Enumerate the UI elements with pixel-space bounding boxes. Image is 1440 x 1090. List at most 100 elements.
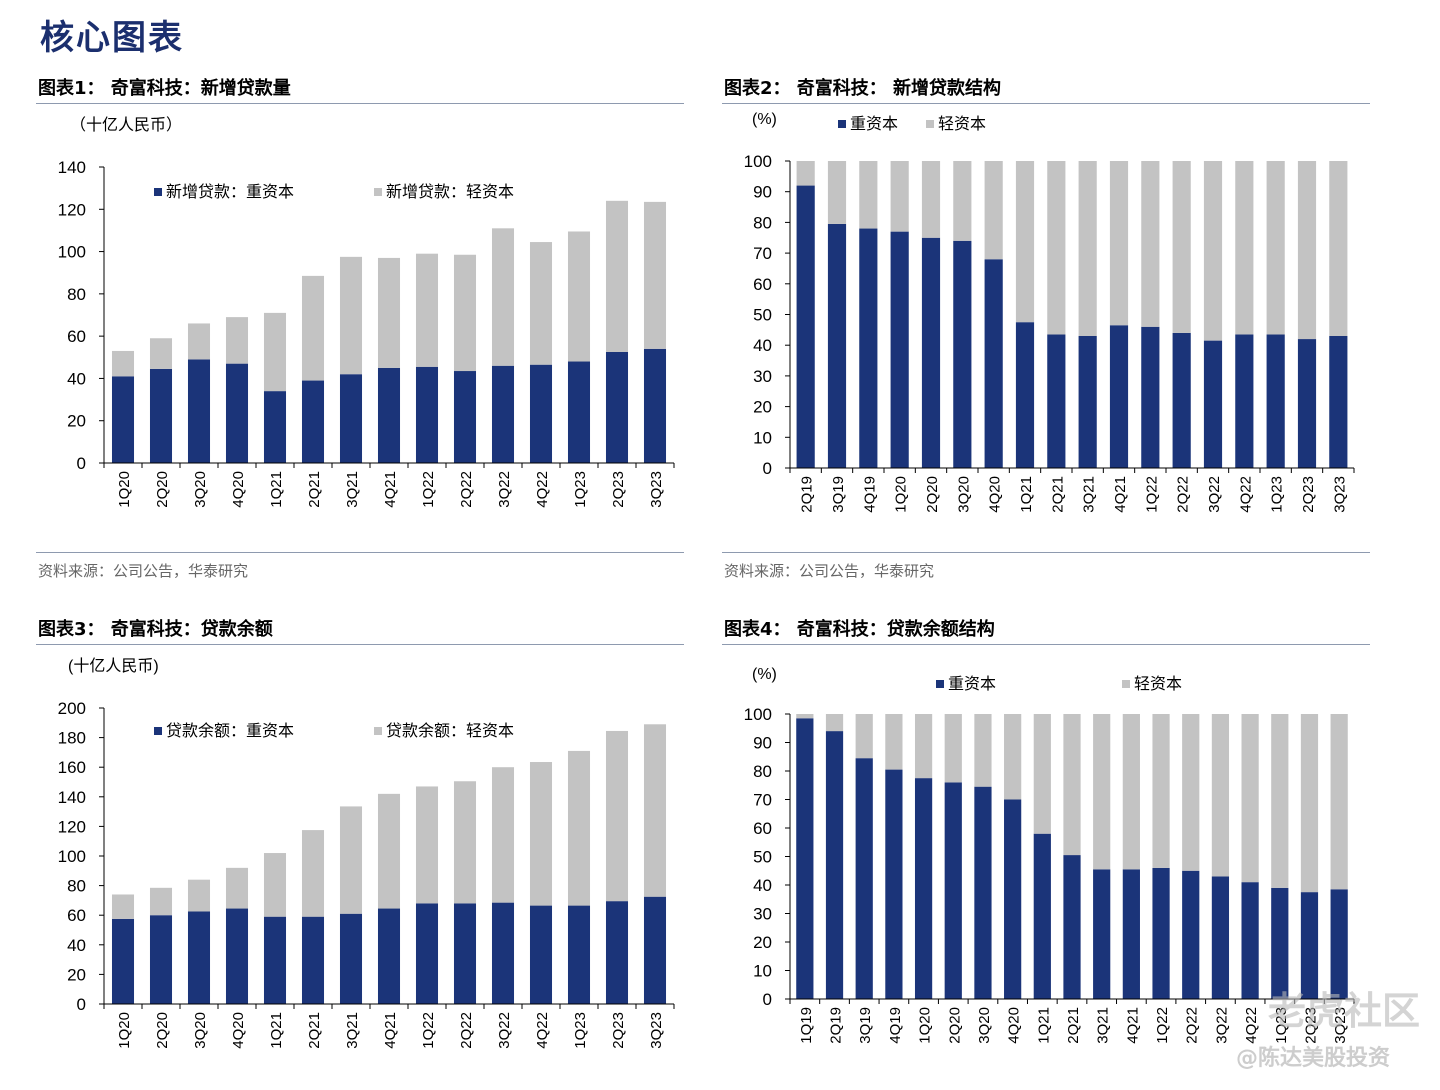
bar-light-1Q20 xyxy=(914,714,933,779)
y-tick-label: 0 xyxy=(763,459,772,478)
y-tick-label: 20 xyxy=(67,965,86,984)
bar-heavy-4Q19 xyxy=(885,769,903,999)
page-title: 核心图表 xyxy=(40,18,184,58)
chart-title: 图表3： 奇富科技：贷款余额 xyxy=(36,616,684,645)
bar-heavy-2Q22 xyxy=(453,903,477,1004)
chart-title: 图表2： 奇富科技： 新增贷款结构 xyxy=(722,75,1370,104)
x-tick-label: 2Q22 xyxy=(458,471,475,508)
legend-label: 新增贷款：重资本 xyxy=(166,183,294,201)
bar-light-2Q20 xyxy=(921,161,941,238)
x-tick-label: 4Q20 xyxy=(987,476,1004,513)
bar-light-4Q19 xyxy=(859,161,878,229)
y-tick-label: 40 xyxy=(753,876,772,895)
bar-light-2Q22 xyxy=(1172,161,1191,333)
bar-heavy-1Q20 xyxy=(914,778,933,999)
bar-light-3Q21 xyxy=(1078,161,1097,336)
x-tick-label: 4Q22 xyxy=(1243,1007,1260,1044)
bar-heavy-3Q21 xyxy=(1078,335,1097,468)
bar-light-2Q20 xyxy=(149,887,173,916)
y-tick-label: 80 xyxy=(67,285,86,304)
y-tick-label: 100 xyxy=(744,152,772,171)
bar-heavy-2Q22 xyxy=(1182,870,1200,999)
y-tick-label: 0 xyxy=(763,990,772,1009)
bar-light-1Q21 xyxy=(1033,714,1051,834)
x-tick-label: 4Q21 xyxy=(1124,1007,1141,1044)
bar-heavy-2Q23 xyxy=(1300,892,1319,999)
x-tick-label: 3Q23 xyxy=(648,1012,665,1049)
bar-heavy-2Q20 xyxy=(944,782,962,999)
y-tick-label: 40 xyxy=(67,369,86,388)
x-tick-label: 2Q19 xyxy=(828,1007,845,1044)
watermark-handle: @陈达美股投资 xyxy=(1236,1046,1391,1071)
stacked-bar-chart-new-loans: （十亿人民币） 新增贷款：重资本 新增贷款：轻资本 1Q20 2Q20 3Q20 4Q20 1… xyxy=(58,116,675,508)
x-tick-label: 3Q22 xyxy=(1206,476,1223,513)
x-tick-label: 2Q22 xyxy=(458,1012,475,1049)
bar-heavy-2Q21 xyxy=(301,380,325,463)
bar-light-1Q21 xyxy=(263,312,287,392)
bar-heavy-1Q23 xyxy=(567,905,591,1004)
bar-light-2Q21 xyxy=(1047,161,1066,335)
x-tick-label: 4Q22 xyxy=(534,1012,551,1049)
source-divider xyxy=(722,552,1370,553)
y-tick-label: 0 xyxy=(77,995,86,1014)
bar-light-3Q22 xyxy=(1203,161,1223,341)
bar-light-4Q20 xyxy=(225,867,249,909)
y-tick-label: 80 xyxy=(67,877,86,896)
bar-light-3Q20 xyxy=(187,879,211,912)
y-tick-label: 90 xyxy=(753,183,772,202)
bar-heavy-2Q20 xyxy=(149,915,173,1004)
x-tick-label: 1Q23 xyxy=(572,471,589,508)
unit-label: (%) xyxy=(752,111,777,128)
bar-heavy-3Q22 xyxy=(491,365,515,463)
x-tick-label: 4Q21 xyxy=(1112,476,1129,513)
stacked-bar-chart-new-loan-structure: (%) 重资本 轻资本 2Q19 3Q19 4Q19 1Q20 2Q20 3Q20 4Q20 1Q2… xyxy=(744,111,1355,513)
chart-panel-2: 图表2： 奇富科技： 新增贷款结构 (%) 重资本 轻资本 2Q19 3Q19 4Q19 1… xyxy=(722,75,1370,549)
bar-light-1Q23 xyxy=(1266,161,1285,335)
bar-heavy-3Q20 xyxy=(953,240,972,468)
bar-heavy-4Q22 xyxy=(1241,882,1259,999)
x-tick-label: 1Q21 xyxy=(268,471,285,508)
y-tick-label: 60 xyxy=(67,327,86,346)
bar-light-3Q21 xyxy=(1093,714,1111,870)
y-tick-label: 60 xyxy=(67,906,86,925)
chart-title: 图表4： 奇富科技：贷款余额结构 xyxy=(722,616,1370,645)
bar-light-3Q21 xyxy=(339,806,363,914)
x-tick-label: 4Q19 xyxy=(887,1007,904,1044)
legend-label: 新增贷款：轻资本 xyxy=(386,183,514,201)
x-tick-label: 3Q21 xyxy=(1081,476,1098,513)
legend-swatch xyxy=(154,727,162,735)
x-tick-label: 3Q23 xyxy=(1332,1007,1349,1044)
bar-light-4Q22 xyxy=(529,762,553,906)
x-tick-label: 4Q22 xyxy=(534,471,551,508)
x-tick-label: 1Q22 xyxy=(420,1012,437,1049)
x-tick-label: 3Q20 xyxy=(192,1012,209,1049)
bar-heavy-1Q22 xyxy=(1141,326,1160,468)
bar-heavy-1Q21 xyxy=(1015,322,1035,468)
x-tick-label: 2Q20 xyxy=(154,1012,171,1049)
bar-heavy-2Q23 xyxy=(605,352,629,463)
bar-light-1Q23 xyxy=(567,231,591,362)
bar-heavy-1Q20 xyxy=(890,231,909,468)
x-tick-label: 1Q20 xyxy=(893,476,910,513)
bar-light-3Q22 xyxy=(1211,714,1230,877)
bar-heavy-1Q23 xyxy=(567,361,591,463)
bar-light-1Q21 xyxy=(1015,161,1035,323)
x-tick-label: 3Q20 xyxy=(192,471,209,508)
legend-label: 轻资本 xyxy=(1134,675,1182,693)
bar-heavy-4Q22 xyxy=(529,905,553,1004)
bar-light-4Q21 xyxy=(377,793,401,909)
bar-heavy-3Q23 xyxy=(643,896,667,1004)
x-tick-label: 2Q21 xyxy=(306,471,323,508)
bar-heavy-2Q19 xyxy=(825,731,844,999)
bar-light-4Q21 xyxy=(1122,714,1140,870)
bar-heavy-3Q19 xyxy=(827,223,847,468)
x-tick-label: 2Q23 xyxy=(1302,1007,1319,1044)
x-tick-label: 1Q19 xyxy=(798,1007,815,1044)
bar-heavy-3Q20 xyxy=(187,911,211,1004)
x-tick-label: 2Q19 xyxy=(799,476,816,513)
bar-heavy-4Q20 xyxy=(984,259,1003,468)
bar-heavy-4Q21 xyxy=(377,908,401,1004)
legend-label: 贷款余额：轻资本 xyxy=(386,721,514,740)
y-tick-label: 160 xyxy=(58,758,86,777)
x-tick-label: 4Q21 xyxy=(382,1012,399,1049)
